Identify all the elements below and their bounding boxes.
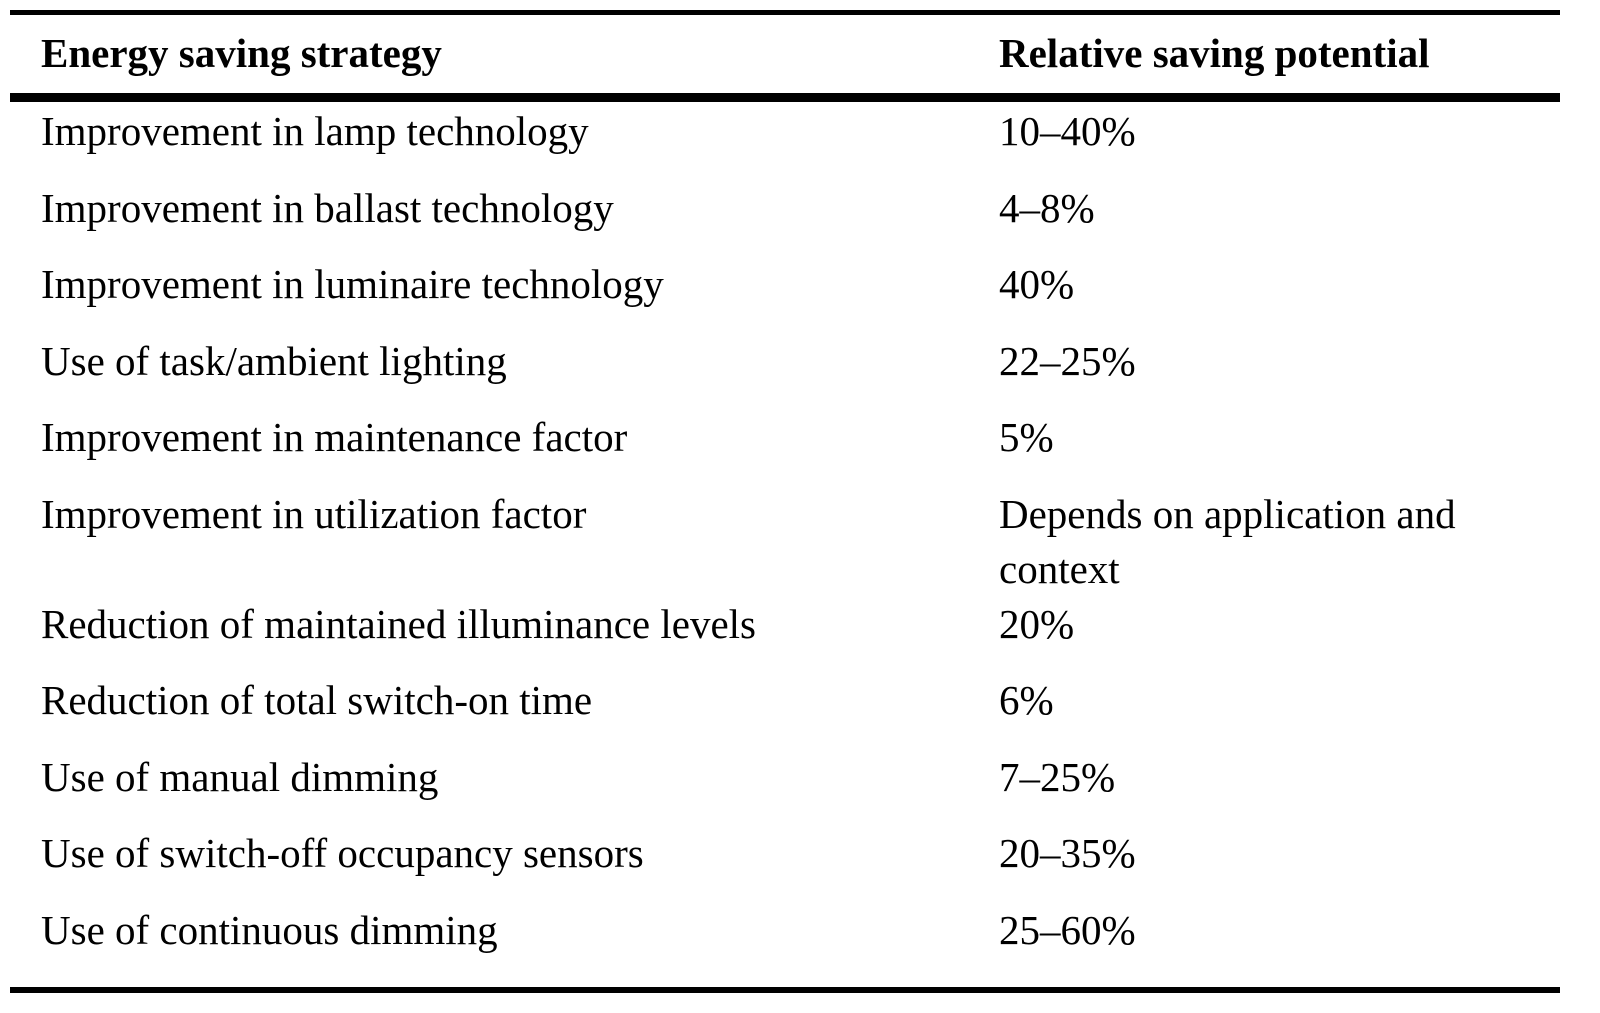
table-row: Reduction of total switch-on time 6%	[10, 671, 1560, 748]
strategy-cell: Reduction of total switch-on time	[41, 677, 593, 723]
table-row: Improvement in ballast technology 4–8%	[10, 179, 1560, 256]
table-row: Improvement in utilization factor Depend…	[10, 485, 1560, 595]
strategy-cell: Improvement in lamp technology	[41, 108, 589, 154]
energy-saving-table: Energy saving strategy Relative saving p…	[10, 10, 1560, 993]
strategy-cell: Use of continuous dimming	[41, 906, 498, 953]
saving-cell: 22–25%	[999, 337, 1136, 384]
saving-cell: Depends on application and context	[999, 490, 1456, 592]
strategy-cell: Use of manual dimming	[41, 753, 439, 800]
saving-cell: 7–25%	[999, 753, 1116, 800]
table-row: Improvement in lamp technology 10–40%	[10, 102, 1560, 179]
table-row: Improvement in maintenance factor 5%	[10, 408, 1560, 485]
saving-cell: 5%	[999, 414, 1054, 460]
table-row: Use of manual dimming 7–25%	[10, 748, 1560, 825]
saving-cell: 10–40%	[999, 108, 1136, 154]
saving-cell: 20%	[999, 600, 1075, 647]
saving-cell: 25–60%	[999, 906, 1136, 953]
table-row: Use of switch-off occupancy sensors 20–3…	[10, 824, 1560, 901]
strategy-cell: Improvement in luminaire technology	[41, 261, 664, 307]
table-row: Use of continuous dimming 25–60%	[10, 901, 1560, 978]
header-strategy: Energy saving strategy	[41, 30, 442, 76]
strategy-cell: Use of task/ambient lighting	[41, 337, 507, 384]
saving-cell: 6%	[999, 677, 1054, 723]
strategy-cell: Improvement in ballast technology	[41, 184, 614, 231]
saving-cell: 4–8%	[999, 184, 1095, 231]
header-saving-potential: Relative saving potential	[999, 30, 1430, 76]
table-row: Improvement in luminaire technology 40%	[10, 255, 1560, 332]
table-row: Reduction of maintained illuminance leve…	[10, 595, 1560, 672]
table-top-rule	[10, 10, 1560, 15]
saving-cell: 40%	[999, 261, 1075, 307]
table-header-row: Energy saving strategy Relative saving p…	[10, 15, 1560, 93]
strategy-cell: Use of switch-off occupancy sensors	[41, 830, 644, 876]
table-body: Improvement in lamp technology 10–40% Im…	[10, 102, 1560, 977]
table-bottom-rule	[10, 987, 1560, 993]
strategy-cell: Reduction of maintained illuminance leve…	[41, 600, 757, 647]
strategy-cell: Improvement in utilization factor	[41, 490, 587, 537]
table-header-rule	[10, 93, 1560, 102]
saving-cell: 20–35%	[999, 830, 1136, 876]
strategy-cell: Improvement in maintenance factor	[41, 414, 628, 460]
table-row: Use of task/ambient lighting 22–25%	[10, 332, 1560, 409]
